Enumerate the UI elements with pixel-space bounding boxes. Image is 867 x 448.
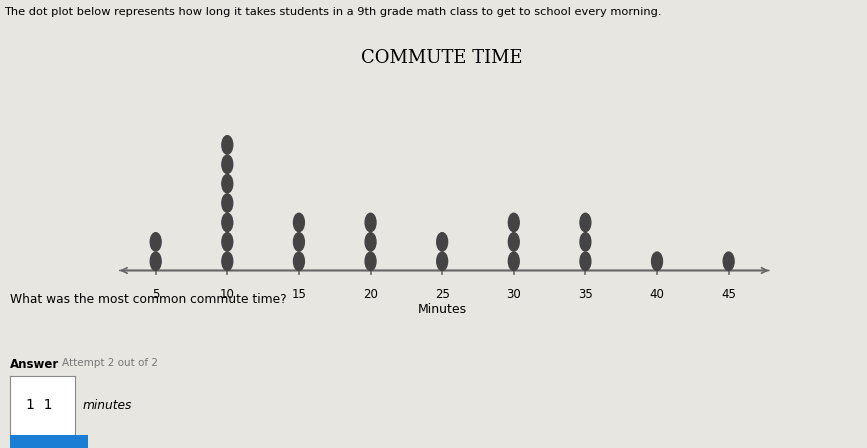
Text: Answer: Answer [10, 358, 60, 371]
Circle shape [723, 252, 734, 271]
Circle shape [150, 233, 161, 251]
Text: The dot plot below represents how long it takes students in a 9th grade math cla: The dot plot below represents how long i… [4, 7, 662, 17]
Title: COMMUTE TIME: COMMUTE TIME [362, 49, 523, 67]
Circle shape [580, 213, 590, 232]
Circle shape [222, 136, 232, 154]
Circle shape [294, 252, 304, 271]
Circle shape [150, 252, 161, 271]
Circle shape [508, 252, 519, 271]
Circle shape [294, 213, 304, 232]
Circle shape [222, 155, 232, 173]
Text: What was the most common commute time?: What was the most common commute time? [10, 293, 287, 306]
Text: 1  1: 1 1 [26, 398, 53, 413]
Circle shape [222, 252, 232, 271]
Text: Attempt 2 out of 2: Attempt 2 out of 2 [62, 358, 159, 368]
Circle shape [294, 233, 304, 251]
Circle shape [580, 233, 590, 251]
Circle shape [652, 252, 662, 271]
Circle shape [222, 174, 232, 193]
Circle shape [508, 233, 519, 251]
Circle shape [222, 213, 232, 232]
Circle shape [365, 213, 376, 232]
Circle shape [365, 252, 376, 271]
Circle shape [437, 233, 447, 251]
Circle shape [365, 233, 376, 251]
Circle shape [437, 252, 447, 271]
X-axis label: Minutes: Minutes [418, 302, 466, 315]
Circle shape [580, 252, 590, 271]
Circle shape [222, 233, 232, 251]
Text: minutes: minutes [82, 399, 132, 412]
Circle shape [508, 213, 519, 232]
Circle shape [222, 194, 232, 212]
